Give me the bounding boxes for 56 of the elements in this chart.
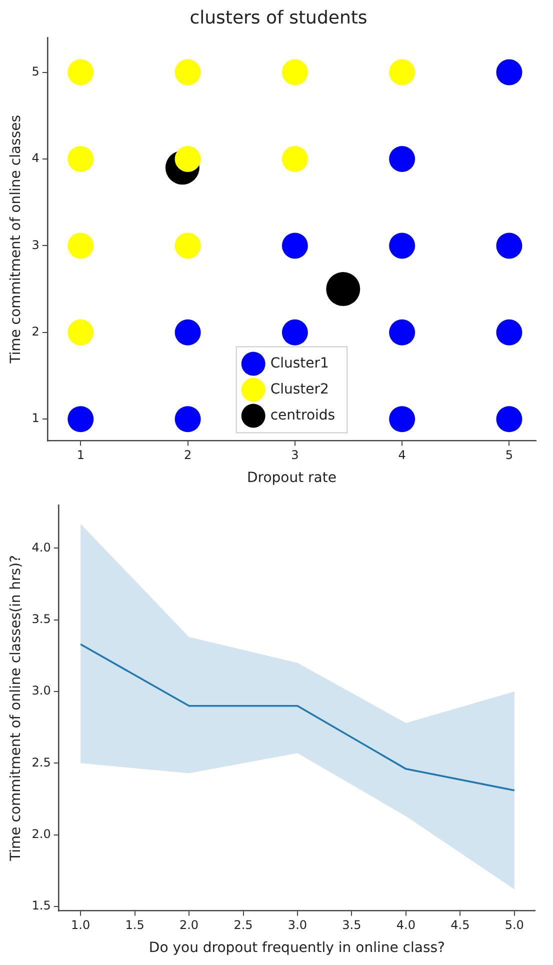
legend-label: Cluster1 (270, 355, 329, 372)
x-tick-label: 2 (184, 448, 192, 462)
y-tick-label: 2 (32, 324, 40, 339)
x-axis-title: Do you dropout frequently in online class? (148, 940, 445, 956)
x-tick-label: 3.0 (288, 918, 308, 932)
point (496, 319, 522, 346)
x-tick-label: 5.0 (504, 918, 524, 932)
point (174, 319, 201, 346)
x-tick-label: 2.5 (234, 918, 253, 932)
y-tick-label: 5 (32, 64, 40, 78)
point (282, 59, 308, 86)
x-tick-label: 1.0 (71, 918, 90, 932)
point (68, 406, 94, 432)
point (68, 232, 94, 259)
point (282, 146, 308, 172)
point (496, 232, 522, 259)
point (174, 232, 201, 259)
x-tick-label: 5 (505, 448, 514, 462)
x-tick-label: 4.0 (396, 918, 416, 932)
x-tick-label: 4.5 (450, 918, 470, 932)
point (174, 406, 201, 432)
y-tick-label: 1 (32, 411, 40, 426)
point (389, 319, 416, 346)
point (496, 406, 522, 432)
y-tick-label: 2.5 (32, 755, 51, 770)
y-tick-label: 4.0 (32, 540, 51, 554)
y-tick-label: 1.5 (32, 898, 51, 913)
y-axis-title: Time commitment of online classes (8, 114, 24, 364)
point (68, 146, 94, 172)
chart-title: clusters of students (190, 7, 368, 28)
point (282, 319, 308, 346)
point (174, 59, 201, 86)
point (68, 319, 94, 346)
x-tick-label: 1 (76, 448, 84, 462)
legend-label: Cluster2 (270, 381, 329, 398)
x-axis-title: Dropout rate (246, 470, 336, 486)
x-tick-label: 3.5 (342, 918, 362, 932)
point (389, 59, 416, 86)
point (389, 146, 416, 172)
y-tick-label: 3 (32, 238, 40, 252)
point (326, 272, 360, 306)
x-tick-label: 1.5 (125, 918, 144, 932)
x-tick-label: 3 (291, 448, 299, 462)
y-tick-label: 3.0 (32, 684, 51, 698)
point (389, 406, 416, 432)
x-tick-label: 4 (398, 448, 406, 462)
point (389, 232, 416, 259)
y-tick-label: 2.0 (32, 826, 51, 841)
point (282, 232, 308, 259)
point (496, 59, 522, 86)
y-tick-label: 3.5 (32, 612, 51, 626)
x-tick-label: 2.0 (179, 918, 199, 932)
point (68, 59, 94, 86)
y-axis-title: Time commitment of online classes(in hrs)? (8, 555, 24, 862)
legend-label: centroids (270, 407, 336, 424)
y-tick-label: 4 (32, 151, 40, 166)
